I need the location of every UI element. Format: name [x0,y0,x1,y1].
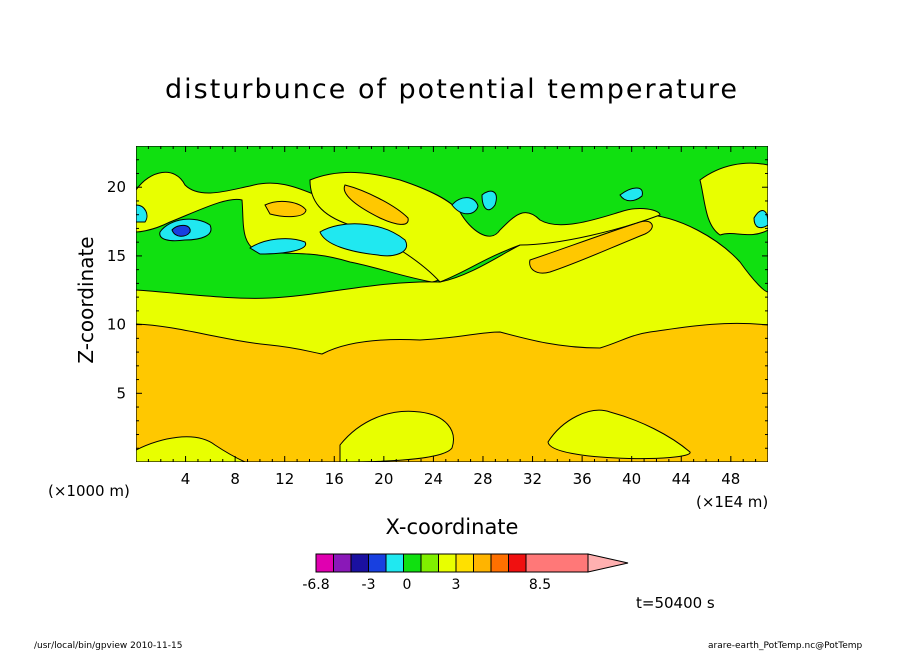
colorbar-cell [368,553,387,573]
footer-right: arare-earth_PotTemp.nc@PotTemp [708,641,863,651]
chart-title: disturbunce of potential temperature [165,74,739,105]
region-yellow-upper-left [136,171,442,283]
y-tick-label: 10 [107,316,126,334]
colorbar-cell [525,553,589,573]
x-tick-label: 24 [424,470,443,488]
region-cyan-3 [249,238,307,255]
x-tick-label: 16 [325,470,344,488]
colorbar-tick-label: -3 [362,577,376,593]
x-tick-label: 8 [230,470,240,488]
colorbar-arrow [587,553,629,573]
x-tick-label: 28 [473,470,492,488]
colorbar-cell [403,553,422,573]
region-blue [171,224,191,237]
y-tick-label: 5 [116,384,126,402]
region-cyan-6 [753,210,768,229]
x-unit-right: (×1E4 m) [696,493,769,511]
time-label: t=50400 s [636,594,715,612]
colorbar-cell [473,553,492,573]
region-cyan-7 [136,204,148,223]
colorbar-tick-label: 3 [452,577,461,593]
region-yellow-upper-mid [309,172,661,283]
x-tick-label: 48 [721,470,740,488]
colorbar-cell [333,553,352,573]
colorbar-cell [420,553,439,573]
region-orange-cell-1 [343,184,409,225]
x-tick-label: 32 [523,470,542,488]
colorbar-cell [350,553,369,573]
x-axis-label: X-coordinate [385,515,519,539]
colorbar: -6.8 -3 0 3 8.5 [302,553,629,593]
y-tick-label: 15 [107,247,126,265]
colorbar-tick-label: 0 [403,577,412,593]
region-cyan-4 [451,197,479,215]
y-tick-label: 20 [107,178,126,196]
colorbar-cell [508,553,527,573]
colorbar-tick-label: 8.5 [529,577,551,593]
colorbar-cell [490,553,509,573]
x-tick-label: 20 [374,470,393,488]
colorbar-cell [455,553,474,573]
colorbar-tick-label: -6.8 [302,577,329,593]
x-unit-left: (×1000 m) [48,482,130,500]
x-tick-label: 36 [573,470,592,488]
region-yellow-surface-2 [339,410,454,462]
footer-left: /usr/local/bin/gpview 2010-11-15 [34,641,183,651]
contour-field [136,146,768,462]
x-tick-label: 4 [181,470,191,488]
region-cyan-5 [619,187,643,202]
region-yellow-surface-3 [547,409,691,460]
x-tick-label: 12 [275,470,294,488]
colorbar-cell [385,553,404,573]
x-tick-label: 44 [672,470,691,488]
region-cyan-8 [481,190,497,211]
colorbar-cell [438,553,457,573]
region-cyan-2 [319,223,408,257]
x-tick-label: 40 [622,470,641,488]
region-orange-cell-2 [264,200,307,218]
region-yellow-upper-right [699,162,768,236]
region-orange-cell-3 [529,220,653,274]
colorbar-cell [315,553,334,573]
